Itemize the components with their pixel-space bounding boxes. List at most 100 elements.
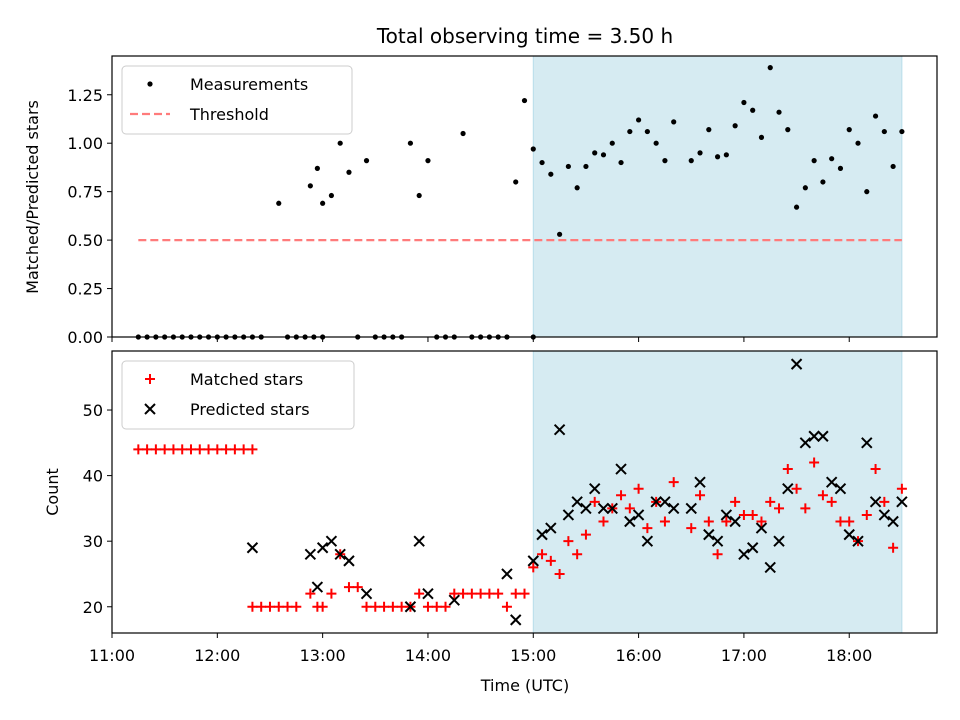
matched-star-point — [273, 601, 284, 612]
predicted-star-point — [755, 522, 768, 534]
matched-star-point — [782, 464, 793, 475]
predicted-star-point — [834, 483, 847, 495]
shaded-region — [532, 350, 903, 634]
y-tick-label: 20 — [83, 598, 103, 617]
predicted-star-point — [246, 542, 259, 554]
y-tick-label: 0.25 — [67, 280, 103, 299]
matched-star-point — [493, 588, 504, 599]
x-tick-label: 13:00 — [300, 646, 346, 665]
matched-star-point — [203, 444, 214, 455]
matched-star-point — [291, 601, 302, 612]
measurement-point — [671, 119, 677, 125]
legend-label: Matched stars — [190, 370, 303, 389]
matched-star-point — [756, 516, 767, 527]
measurement-point — [627, 128, 633, 135]
matched-star-point — [554, 568, 565, 579]
measurement-point — [314, 165, 320, 171]
matched-star-point — [721, 516, 732, 527]
matched-star-point — [247, 601, 258, 612]
matched-star-point — [133, 444, 144, 455]
predicted-star-point — [597, 502, 610, 515]
predicted-star-point — [624, 515, 636, 528]
x-tick-label: 12:00 — [194, 646, 240, 665]
matched-star-point — [150, 444, 161, 455]
bottom-panel: 20 30 40 50 11:00 12:00 13:00 14:00 15:00 16:00 17… — [83, 350, 938, 665]
matched-star-point — [238, 444, 249, 455]
measurement-point — [881, 128, 887, 135]
predicted-star-point — [404, 601, 417, 613]
predicted-star-point — [304, 548, 317, 561]
matched-star-point — [730, 496, 741, 507]
predicted-star-point — [738, 548, 750, 561]
matched-star-point — [537, 549, 548, 560]
measurement-point — [706, 127, 712, 133]
predicted-star-point — [808, 430, 820, 442]
measurement-point — [758, 134, 765, 140]
matched-star-point — [888, 542, 899, 553]
measurement-point — [337, 140, 343, 146]
matched-star-point — [475, 588, 486, 599]
matched-star-point — [449, 588, 460, 599]
predicted-star-point — [790, 358, 803, 370]
top-y-axis-label: Matched/Predicted stars — [23, 100, 42, 294]
predicted-star-point — [316, 542, 329, 554]
legend-label: Measurements — [190, 75, 308, 94]
measurement-point — [802, 185, 808, 191]
predicted-star-point — [632, 509, 645, 521]
matched-star-point — [440, 601, 451, 612]
matched-star-point — [686, 523, 697, 534]
matched-star-point — [817, 490, 828, 501]
matched-star-point — [501, 601, 512, 612]
y-tick-label: 0.50 — [67, 231, 103, 250]
matched-star-point — [747, 509, 758, 520]
measurement-point — [513, 179, 519, 185]
measurement-point — [565, 163, 571, 170]
matched-star-point — [809, 457, 820, 468]
measurement-point — [750, 107, 756, 113]
matched-star-point — [519, 588, 530, 599]
predicted-star-point — [825, 476, 838, 488]
measurement-point — [307, 183, 313, 189]
y-tick-label: 30 — [83, 532, 103, 551]
measurement-point — [776, 109, 782, 115]
measurement-point — [899, 128, 905, 135]
measurement-point — [416, 192, 422, 199]
measurement-point — [460, 130, 466, 137]
matched-star-point — [528, 562, 539, 573]
legend-box — [121, 65, 353, 135]
matched-star-point — [712, 549, 723, 560]
measurement-point — [521, 97, 528, 104]
measurement-point — [530, 146, 536, 152]
matched-star-point — [896, 483, 907, 494]
measurement-point — [346, 169, 352, 175]
measurement-point — [697, 150, 703, 156]
measurement-point — [653, 140, 659, 146]
legend-box — [121, 360, 355, 430]
matched-star-point — [580, 529, 591, 540]
matched-star-point — [396, 601, 407, 612]
matched-star-point — [194, 444, 205, 455]
predicted-star-point — [360, 587, 373, 600]
matched-star-point — [352, 582, 363, 593]
measurement-point — [793, 204, 800, 210]
predicted-star-point — [869, 496, 882, 508]
measurement-point — [557, 231, 563, 237]
predicted-star-point — [659, 496, 671, 508]
measurement-point — [320, 200, 326, 206]
matched-star-point — [598, 516, 609, 527]
predicted-star-point — [861, 437, 873, 449]
predicted-star-point — [799, 437, 812, 449]
shaded-region — [532, 55, 903, 338]
predicted-star-point — [878, 509, 891, 521]
matched-star-point — [791, 483, 802, 494]
matched-star-point — [659, 516, 670, 527]
measurement-point — [609, 140, 615, 146]
matched-star-point — [765, 496, 776, 507]
y-tick-label: 1.25 — [67, 86, 103, 105]
measurement-point — [820, 179, 826, 185]
matched-star-point — [633, 483, 644, 494]
matched-star-point — [861, 509, 872, 520]
measurement-point — [425, 158, 431, 164]
matched-star-point — [572, 549, 583, 560]
predicted-star-point — [413, 535, 425, 547]
